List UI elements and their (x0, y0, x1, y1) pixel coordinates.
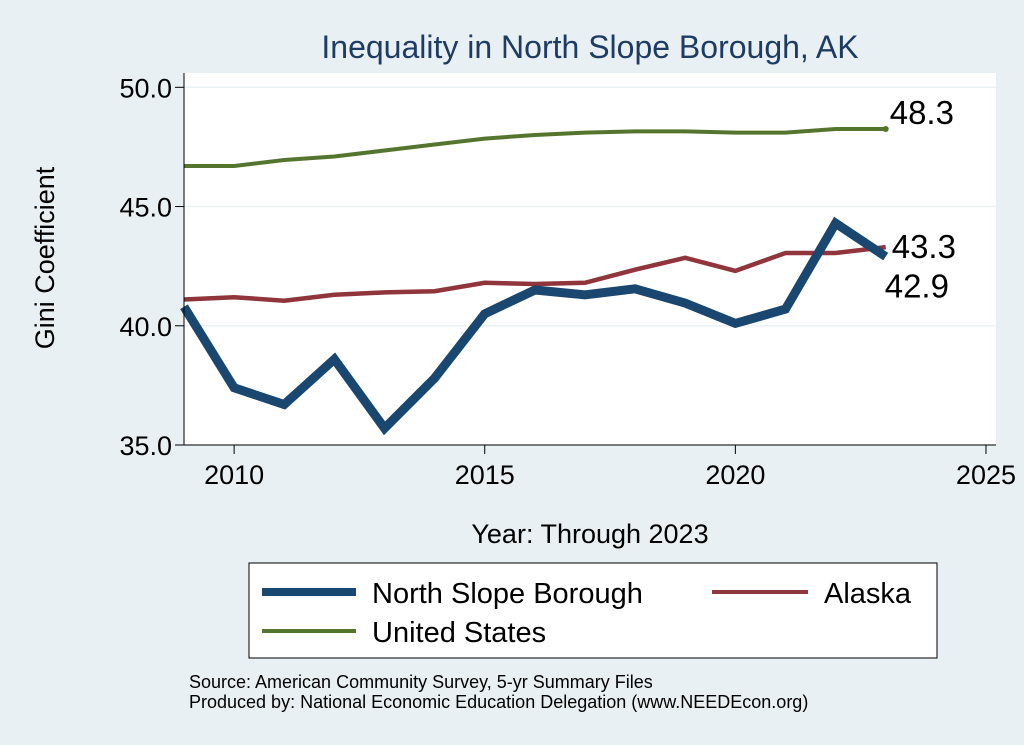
end-label-united-states: 48.3 (890, 94, 954, 131)
y-tick-label: 45.0 (119, 193, 172, 223)
y-tick-label: 35.0 (119, 431, 172, 461)
x-tick-label: 2020 (705, 460, 765, 490)
y-tick-label: 40.0 (119, 312, 172, 342)
series-line-united-states (184, 127, 886, 168)
legend-box (248, 562, 938, 659)
legend-label-alaska: Alaska (824, 578, 912, 610)
chart-title: Inequality in North Slope Borough, AK (321, 29, 858, 65)
series-end-marker-united-states (882, 126, 889, 133)
produced-by-note: Produced by: National Economic Education… (189, 692, 808, 712)
x-tick-label: 2015 (455, 460, 515, 490)
series-line-north-slope-borough (180, 216, 889, 436)
x-axis-title: Year: Through 2023 (471, 519, 708, 549)
legend-label-north-slope: North Slope Borough (372, 578, 643, 610)
axes: 35.0 40.0 45.0 50.0 2010 2015 2020 2025 (119, 73, 1016, 490)
y-tick-label: 50.0 (119, 73, 172, 103)
y-axis-title: Gini Coefficient (30, 166, 60, 349)
x-tick-label: 2025 (956, 460, 1016, 490)
x-tick-label: 2010 (204, 460, 264, 490)
source-note: Source: American Community Survey, 5-yr … (189, 672, 653, 692)
series-line-alaska (183, 244, 886, 303)
end-label-alaska: 43.3 (892, 228, 956, 265)
end-label-north-slope-borough: 42.9 (885, 268, 949, 305)
series-lines: 42.943.3 48.3 (180, 94, 956, 436)
legend: North Slope Borough Alaska United States (248, 562, 938, 659)
legend-label-united-states: United States (372, 617, 546, 649)
plot-area (184, 73, 996, 445)
